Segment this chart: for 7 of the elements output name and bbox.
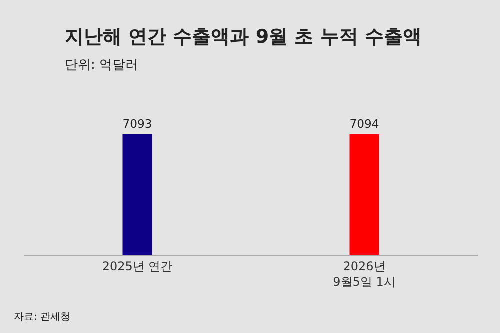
text: 자료: 관세청 — [14, 312, 71, 323]
data-label: 7093 — [122, 116, 152, 131]
x-tick-label: 2025년 연간 — [102, 259, 173, 274]
data-label: 7094 — [350, 116, 380, 131]
chart-title: 지난해 연간 수출액과 9월 초 누적 수출액 — [65, 26, 422, 48]
x-tick-label: 2026년 9월5일 1시 — [333, 259, 396, 289]
chart-subtitle: 단위: 억달러 — [65, 58, 139, 73]
